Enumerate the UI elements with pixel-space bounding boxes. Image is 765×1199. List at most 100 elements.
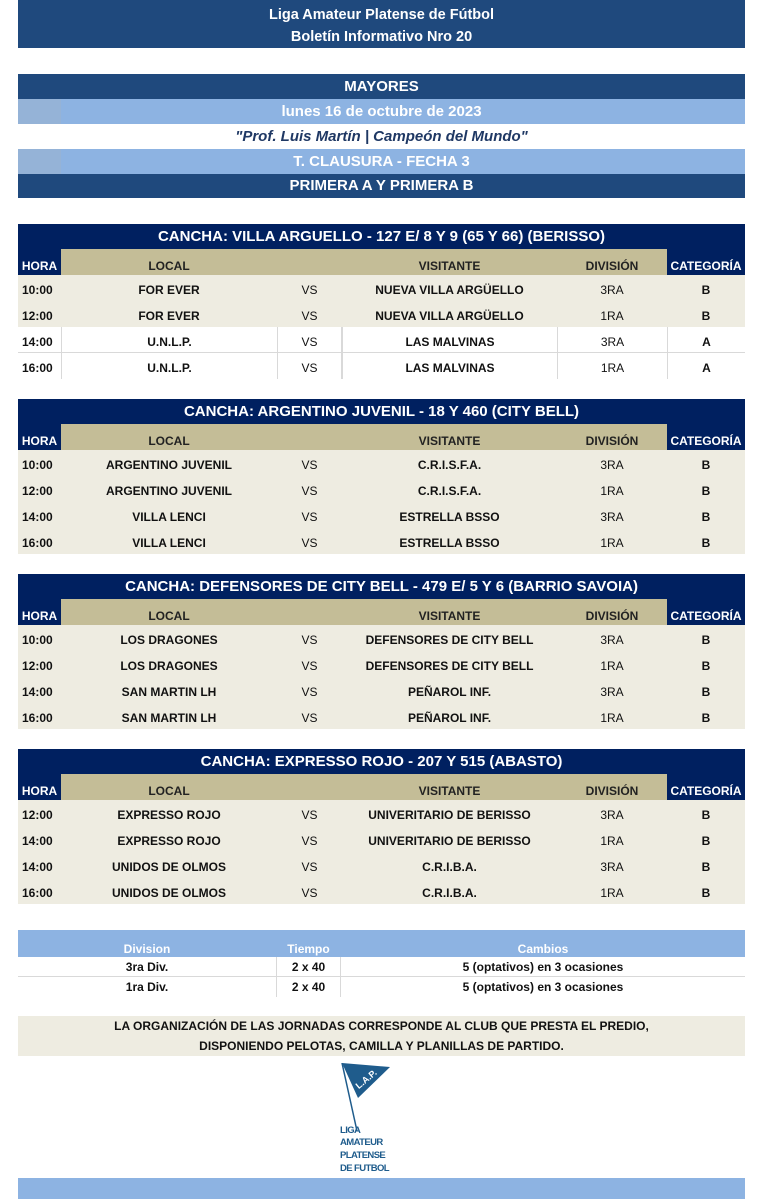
vs-label: VS <box>301 711 318 725</box>
organization-note: LA ORGANIZACIÓN DE LAS JORNADAS CORRESPO… <box>18 1016 745 1056</box>
match-division: 3RA <box>600 808 624 822</box>
column-header-visitante: VISITANTE <box>342 424 557 450</box>
match-row: 12:00 ARGENTINO JUVENIL VS C.R.I.S.F.A. 1RA B <box>18 476 745 502</box>
match-time: 16:00 <box>22 711 53 725</box>
venue-title: CANCHA: VILLA ARGUELLO - 127 E/ 8 Y 9 (6… <box>18 224 745 249</box>
match-category: B <box>701 633 711 647</box>
away-team: LAS MALVINAS <box>342 327 557 352</box>
vs-label: VS <box>301 309 318 323</box>
match-time: 14:00 <box>22 834 53 848</box>
home-team: SAN MARTIN LH <box>121 711 217 725</box>
match-division: 1RA <box>600 484 624 498</box>
vs-label: VS <box>301 659 318 673</box>
vs-label: VS <box>301 834 318 848</box>
match-division: 3RA <box>600 510 624 524</box>
home-team: FOR EVER <box>138 309 200 323</box>
match-division: 3RA <box>600 685 624 699</box>
match-division: 1RA <box>600 659 624 673</box>
svg-text:AMATEUR: AMATEUR <box>340 1137 383 1148</box>
column-header-categoria: CATEGORÍA <box>667 249 745 275</box>
vs-label: VS <box>301 510 318 524</box>
rules-subs: 5 (optativos) en 3 ocasiones <box>462 980 624 994</box>
bulletin-number: Boletín Informativo Nro 20 <box>290 29 473 45</box>
match-category: B <box>701 510 711 524</box>
venue-block: CANCHA: EXPRESSO ROJO - 207 Y 515 (ABAST… <box>18 749 745 904</box>
vs-label: VS <box>277 353 342 379</box>
venue-block: CANCHA: ARGENTINO JUVENIL - 18 Y 460 (CI… <box>18 399 745 554</box>
match-row: 10:00 LOS DRAGONES VS DEFENSORES DE CITY BE… <box>18 625 745 651</box>
rules-time: 2 x 40 <box>276 957 341 976</box>
match-row: 14:00 VILLA LENCI VS ESTRELLA BSSO 3RA B <box>18 502 745 528</box>
match-division: 1RA <box>557 353 667 379</box>
column-header-division: DIVISIÓN <box>557 599 667 625</box>
match-row: 14:00 U.N.L.P. VS LAS MALVINAS 3RA A <box>18 327 745 353</box>
match-time: 12:00 <box>22 484 53 498</box>
match-division: 1RA <box>600 309 624 323</box>
venue-title: CANCHA: EXPRESSO ROJO - 207 Y 515 (ABAST… <box>18 749 745 774</box>
column-header-division: DIVISIÓN <box>557 249 667 275</box>
match-time: 16:00 <box>22 886 53 900</box>
match-time: 14:00 <box>22 510 53 524</box>
column-header-visitante: VISITANTE <box>342 774 557 800</box>
match-time: 16:00 <box>22 536 53 550</box>
away-team: DEFENSORES DE CITY BELL <box>365 659 534 673</box>
note-line: LA ORGANIZACIÓN DE LAS JORNADAS CORRESPO… <box>114 1019 649 1033</box>
bulletin-header: Liga Amateur Platense de Fútbol Boletín … <box>18 0 745 48</box>
home-team: ARGENTINO JUVENIL <box>105 458 232 472</box>
match-division: 3RA <box>600 283 624 297</box>
match-time: 16:00 <box>22 361 53 375</box>
match-category: B <box>701 659 711 673</box>
away-team: LAS MALVINAS <box>342 353 557 379</box>
table-header: HORA LOCAL VISITANTE DIVISIÓN CATEGORÍA <box>18 599 745 625</box>
column-header-categoria: CATEGORÍA <box>667 424 745 450</box>
match-row: 12:00 EXPRESSO ROJO VS UNIVERITARIO DE BERI… <box>18 800 745 826</box>
home-team: EXPRESSO ROJO <box>117 808 221 822</box>
match-row: 16:00 VILLA LENCI VS ESTRELLA BSSO 1RA B <box>18 528 745 554</box>
divisions-title: PRIMERA A Y PRIMERA B <box>18 174 745 198</box>
tournament-round: T. CLAUSURA - FECHA 3 <box>18 149 745 174</box>
rules-subs: 5 (optativos) en 3 ocasiones <box>462 960 624 974</box>
match-category: B <box>701 458 711 472</box>
category-title: MAYORES <box>18 74 745 99</box>
match-row: 10:00 FOR EVER VS NUEVA VILLA ARGÜELLO 3RA B <box>18 275 745 301</box>
home-team: LOS DRAGONES <box>120 633 218 647</box>
match-division: 1RA <box>600 536 624 550</box>
vs-label: VS <box>301 283 318 297</box>
rules-header: Division Tiempo Cambios <box>18 930 745 957</box>
home-team: EXPRESSO ROJO <box>117 834 221 848</box>
home-team: U.N.L.P. <box>61 353 277 379</box>
match-division: 1RA <box>600 711 624 725</box>
column-header-categoria: CATEGORÍA <box>667 774 745 800</box>
match-category: B <box>701 860 711 874</box>
table-body: 10:00 ARGENTINO JUVENIL VS C.R.I.S.F.A. 3RA B… <box>18 450 745 554</box>
column-header-visitante: VISITANTE <box>342 249 557 275</box>
match-row: 16:00 SAN MARTIN LH VS PEÑAROL INF. 1RA B <box>18 703 745 729</box>
home-team: SAN MARTIN LH <box>121 685 217 699</box>
match-category: B <box>701 484 711 498</box>
rules-division: 3ra Div. <box>125 960 169 974</box>
home-team: UNIDOS DE OLMOS <box>111 886 226 900</box>
match-category: A <box>667 353 745 379</box>
match-row: 10:00 ARGENTINO JUVENIL VS C.R.I.S.F.A. 3RA B <box>18 450 745 476</box>
column-header <box>277 249 342 275</box>
league-title: Liga Amateur Platense de Fútbol <box>268 7 495 23</box>
table-body: 12:00 EXPRESSO ROJO VS UNIVERITARIO DE BERI… <box>18 800 745 904</box>
match-category: B <box>701 808 711 822</box>
venue-block: CANCHA: VILLA ARGUELLO - 127 E/ 8 Y 9 (6… <box>18 224 745 379</box>
match-row: 14:00 EXPRESSO ROJO VS UNIVERITARIO DE BERI… <box>18 826 745 852</box>
league-logo: L.A.P. LIGA AMATEUR PLATENSE DE FUTBOL <box>330 1062 410 1175</box>
match-time: 14:00 <box>22 685 53 699</box>
column-header-division: DIVISIÓN <box>557 774 667 800</box>
column-header-hora: HORA <box>18 599 61 625</box>
column-header-local: LOCAL <box>61 249 277 275</box>
column-header <box>277 774 342 800</box>
vs-label: VS <box>301 536 318 550</box>
match-division: 1RA <box>600 886 624 900</box>
dedication: "Prof. Luis Martín | Campeón del Mundo" <box>18 124 745 149</box>
rules-header-tiempo: Tiempo <box>287 942 330 956</box>
home-team: VILLA LENCI <box>132 536 206 550</box>
rules-time: 2 x 40 <box>276 977 341 997</box>
column-header-hora: HORA <box>18 249 61 275</box>
away-team: C.R.I.B.A. <box>422 886 477 900</box>
match-category: B <box>701 283 711 297</box>
